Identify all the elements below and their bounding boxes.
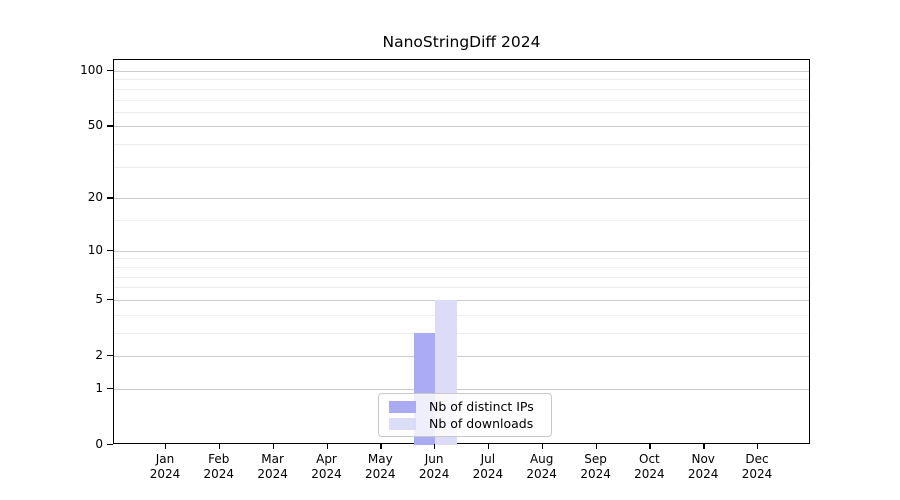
legend: Nb of distinct IPs Nb of downloads [378, 393, 552, 437]
y-tick-mark [107, 249, 113, 252]
x-tick-label: Jul 2024 [472, 452, 504, 481]
x-tick-mark [757, 444, 759, 449]
y-tick-mark [107, 125, 113, 127]
minor-gridline [114, 314, 809, 316]
x-tick-label: May 2024 [365, 452, 396, 481]
legend-swatch-downloads [389, 417, 416, 430]
plot-area [113, 59, 810, 445]
x-tick-label: Oct 2024 [634, 452, 665, 481]
minor-gridline [114, 166, 809, 168]
x-tick-label: Mar 2024 [257, 452, 288, 481]
y-tick-label: 50 [87, 118, 103, 133]
y-tick-label: 100 [80, 63, 103, 77]
chart-title: NanoStringDiff 2024 [382, 33, 541, 51]
x-tick-label: Jun 2024 [418, 452, 450, 481]
x-tick-mark [487, 444, 490, 449]
legend-item-downloads: Nb of downloads [389, 415, 551, 432]
major-gridline [114, 356, 809, 357]
minor-gridline [114, 266, 809, 268]
y-tick-mark [107, 355, 113, 357]
major-gridline [114, 299, 809, 301]
minor-gridline [114, 99, 809, 101]
x-tick-mark [326, 444, 328, 449]
x-tick-mark [595, 444, 597, 449]
minor-gridline [114, 111, 809, 113]
y-tick-label: 2 [95, 348, 103, 362]
y-tick-mark [107, 444, 113, 446]
major-gridline [114, 198, 809, 200]
x-tick-label: Sep 2024 [580, 452, 611, 481]
x-tick-label: Apr 2024 [311, 452, 342, 481]
minor-gridline [114, 276, 809, 278]
legend-swatch-distinct-ips [389, 400, 416, 413]
x-tick-label: Dec 2024 [741, 452, 773, 481]
minor-gridline [114, 88, 809, 90]
x-tick-mark [703, 444, 705, 449]
major-gridline [114, 388, 809, 390]
y-tick-mark [107, 387, 113, 390]
y-tick-label: 0 [95, 437, 103, 451]
y-tick-label: 20 [87, 190, 103, 205]
major-gridline [114, 126, 809, 128]
y-tick-mark [107, 70, 113, 72]
x-tick-mark [165, 444, 167, 449]
minor-gridline [114, 287, 809, 289]
x-tick-mark [434, 444, 436, 449]
x-tick-mark [541, 444, 544, 449]
legend-label-downloads: Nb of downloads [429, 415, 534, 431]
y-tick-mark [107, 298, 113, 301]
x-tick-label: Aug 2024 [526, 452, 557, 481]
y-tick-label: 10 [87, 242, 103, 257]
x-tick-label: Feb 2024 [203, 452, 235, 481]
x-tick-mark [272, 444, 274, 449]
x-tick-mark [218, 444, 221, 449]
x-tick-label: Nov 2024 [687, 452, 719, 481]
minor-gridline [114, 220, 809, 222]
major-gridline [114, 71, 809, 72]
minor-gridline [114, 258, 809, 260]
x-tick-label: Jan 2024 [149, 452, 181, 481]
x-tick-mark [649, 444, 651, 449]
y-tick-label: 5 [95, 291, 103, 306]
y-tick-label: 1 [95, 380, 103, 395]
x-tick-mark [380, 444, 382, 449]
minor-gridline [114, 144, 809, 146]
y-tick-mark [107, 197, 113, 199]
legend-item-distinct-ips: Nb of distinct IPs [389, 398, 551, 415]
legend-label-distinct-ips: Nb of distinct IPs [429, 398, 534, 414]
minor-gridline [114, 332, 809, 334]
minor-gridline [114, 79, 809, 81]
major-gridline [114, 250, 809, 252]
